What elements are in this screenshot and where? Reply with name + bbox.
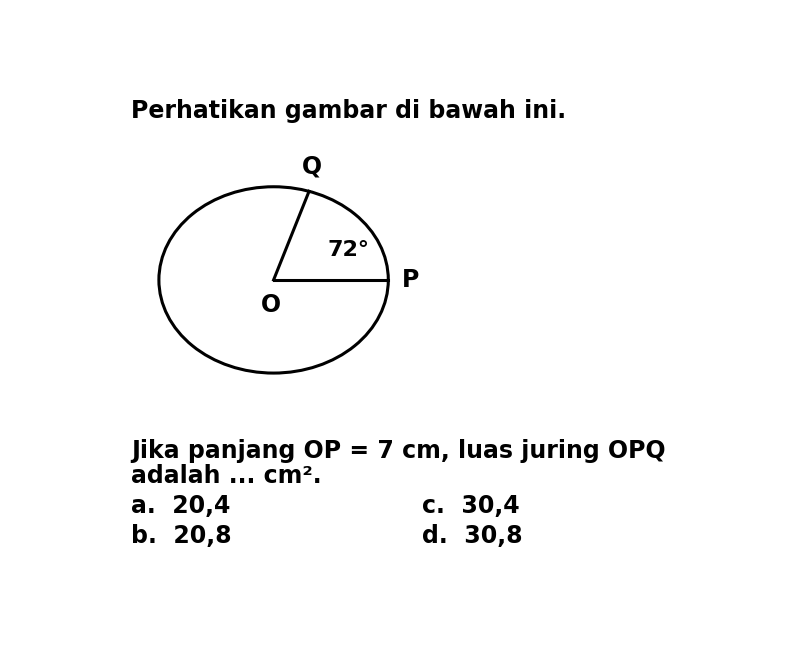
Text: b.  20,8: b. 20,8: [131, 524, 232, 548]
Text: Jika panjang OP = 7 cm, luas juring OPQ: Jika panjang OP = 7 cm, luas juring OPQ: [131, 439, 666, 462]
Text: a.  20,4: a. 20,4: [131, 494, 230, 518]
Text: c.  30,4: c. 30,4: [422, 494, 520, 518]
Text: P: P: [402, 268, 419, 292]
Text: Perhatikan gambar di bawah ini.: Perhatikan gambar di bawah ini.: [131, 99, 566, 122]
Text: Q: Q: [302, 155, 322, 179]
Text: 72°: 72°: [328, 240, 370, 260]
Text: O: O: [261, 292, 281, 317]
Text: adalah ... cm².: adalah ... cm².: [131, 464, 322, 488]
Text: d.  30,8: d. 30,8: [422, 524, 523, 548]
